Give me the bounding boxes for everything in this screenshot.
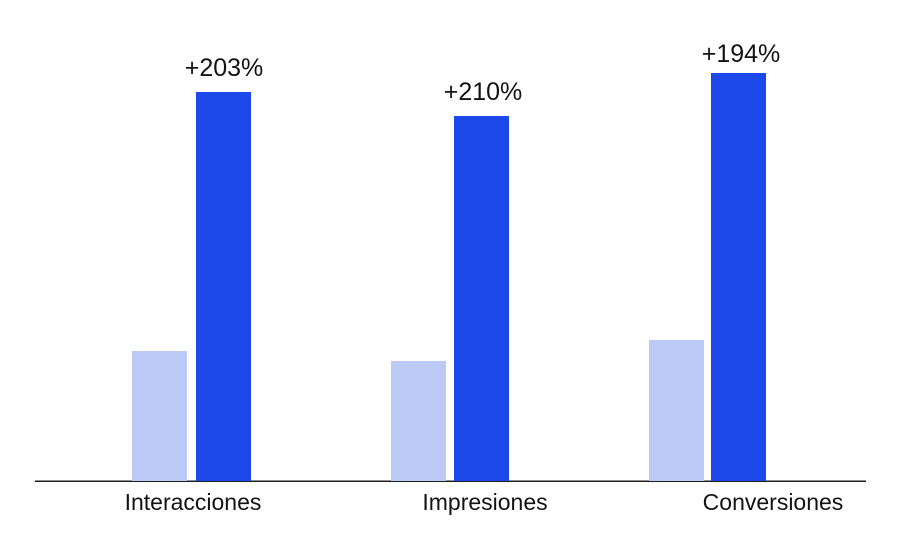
category-label-impresiones: Impresiones [422,489,548,515]
category-label-conversiones: Conversiones [702,489,844,515]
category-label-interacciones: Interacciones [124,489,262,515]
dark-bar-conversiones [711,73,766,481]
annotation-label-interacciones: +203% [184,54,264,82]
x-axis-line [35,480,866,482]
dark-bar-impresiones [454,116,509,481]
annotation-label-impresiones: +210% [443,78,523,106]
light-bar-interacciones [132,351,187,481]
light-bar-impresiones [391,361,446,481]
dark-bar-interacciones [196,92,251,481]
light-bar-conversiones [649,340,704,481]
annotation-label-conversiones: +194% [701,40,781,68]
